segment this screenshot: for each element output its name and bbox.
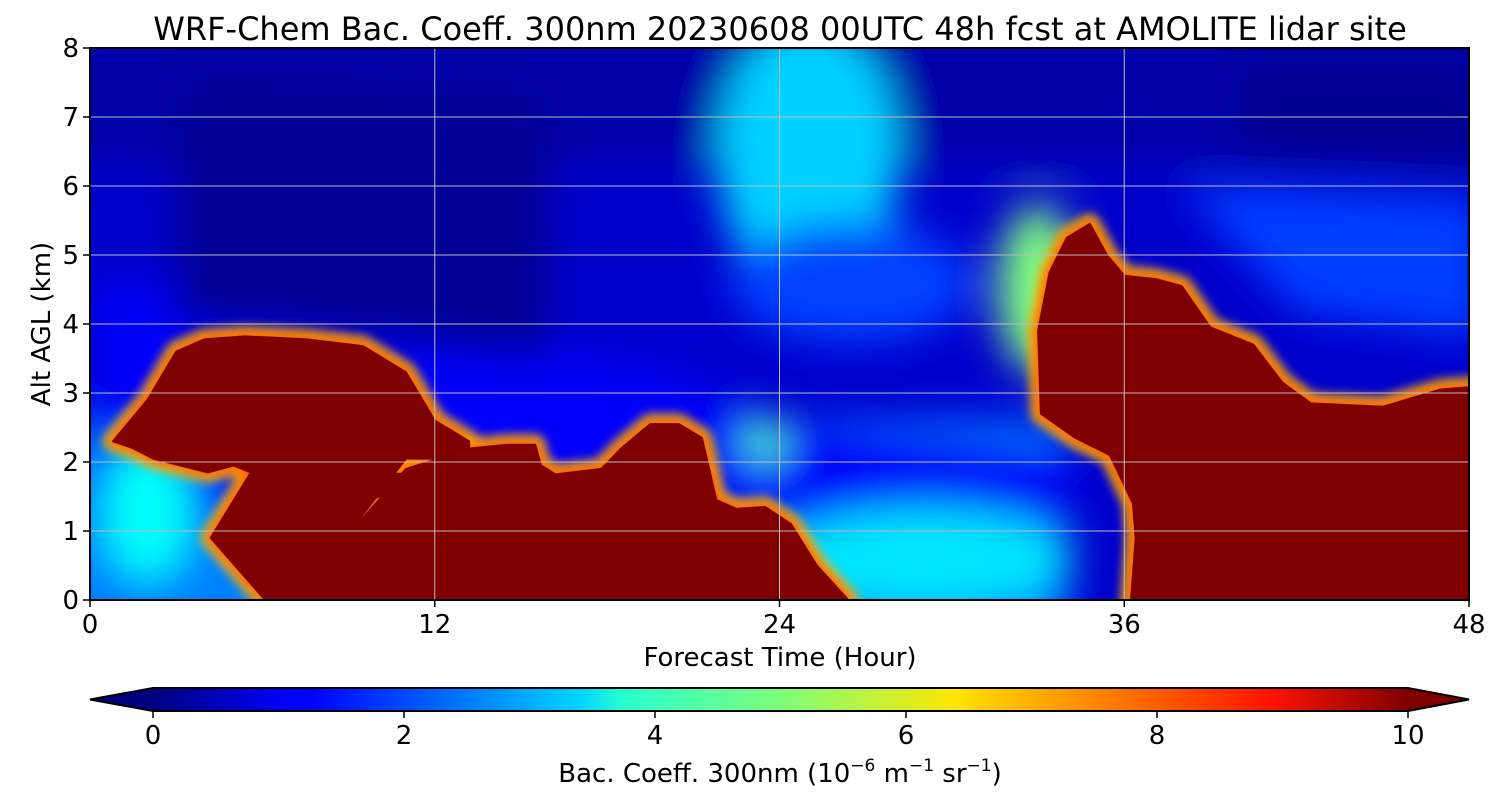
colorbar-extend-low: [90, 688, 153, 711]
y-tick-label: 1: [62, 517, 79, 547]
colorbar-label: Bac. Coeff. 300nm (10−6 m−1 sr−1): [558, 756, 1001, 789]
colorbar: 0 2 4 6 8 10 Bac. Coeff. 300nm (10−6 m−1 sr−1…: [89, 687, 1470, 789]
y-axis: 0 1 2 3 4 5 6 7 8: [62, 34, 90, 616]
x-tick-label: 36: [1108, 610, 1141, 640]
colorbar-tick-label: 2: [396, 721, 413, 751]
y-tick-label: 5: [62, 241, 79, 271]
y-tick-label: 0: [62, 586, 79, 616]
y-tick-label: 2: [62, 448, 79, 478]
plume-12-21h: [290, 423, 850, 600]
gridlines: [90, 48, 1469, 600]
y-tick-label: 3: [62, 379, 79, 409]
colorbar-tick-label: 4: [647, 721, 664, 751]
column-33-48h: [1037, 222, 1469, 600]
x-axis: 0 12 24 36 48: [82, 600, 1486, 640]
chart-title: WRF-Chem Bac. Coeff. 300nm 20230608 00UT…: [153, 10, 1407, 48]
plot-area: [90, 48, 1469, 600]
x-tick-label: 24: [763, 610, 796, 640]
x-tick-label: 0: [82, 610, 99, 640]
y-tick-label: 6: [62, 172, 79, 202]
y-tick-label: 4: [62, 310, 79, 340]
colorbar-tick-label: 8: [1149, 721, 1166, 751]
colorbar-extend-high: [1408, 688, 1469, 711]
colorbar-tick-label: 10: [1391, 721, 1424, 751]
y-axis-label: Alt AGL (km): [27, 242, 57, 406]
x-axis-label: Forecast Time (Hour): [643, 643, 916, 673]
x-tick-label: 12: [418, 610, 451, 640]
colorbar-tick-label: 6: [898, 721, 915, 751]
plume-0-12h: [112, 335, 471, 600]
y-tick-label: 8: [62, 34, 79, 64]
colorbar-body: [153, 688, 1408, 711]
y-tick-label: 7: [62, 103, 79, 133]
x-tick-label: 48: [1452, 610, 1485, 640]
colorbar-tick-label: 0: [145, 721, 162, 751]
